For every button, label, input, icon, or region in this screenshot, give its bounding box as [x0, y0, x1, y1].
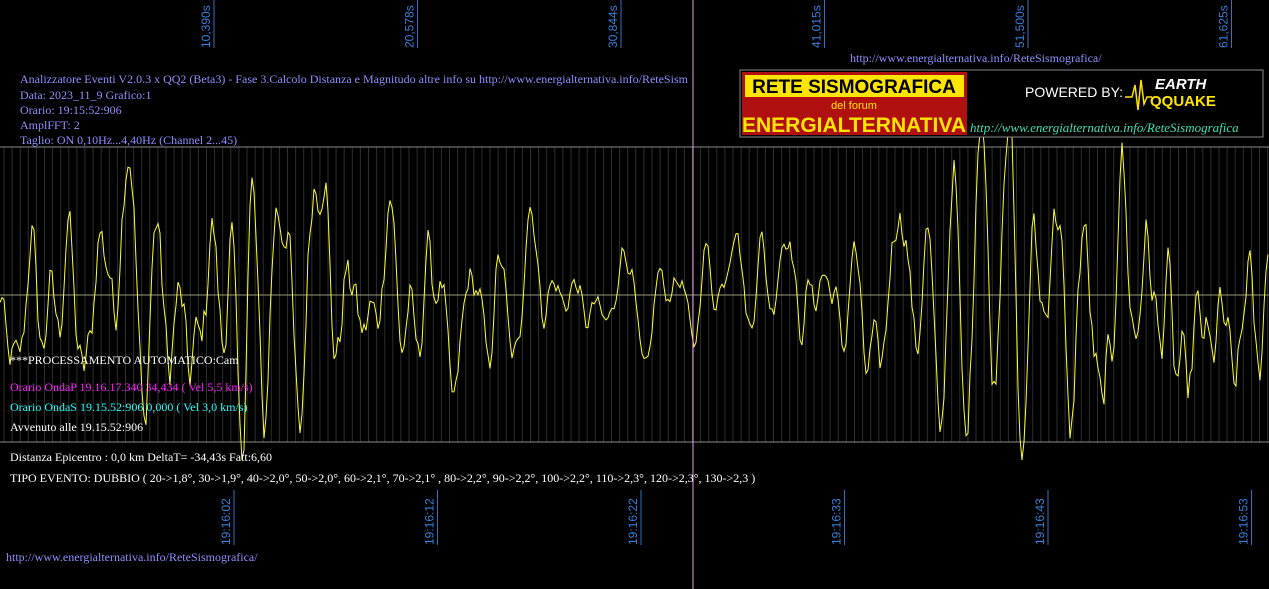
bottom-tick-label: 19:16:43 — [1033, 498, 1047, 545]
logo-seismo-icon — [1125, 79, 1152, 111]
logo-quake: QQUAKE — [1150, 93, 1216, 110]
waveform — [0, 122, 1269, 461]
distanza: Distanza Epicentro : 0,0 km DeltaT= -34,… — [10, 450, 272, 464]
info-line: Taglio: ON 0,10Hz...4,40Hz (Channel 2...… — [20, 133, 237, 147]
info-line: Analizzatore Eventi V2.0.3 x QQ2 (Beta3)… — [20, 72, 689, 86]
top-tick-label: 41,015s — [810, 5, 824, 48]
logo-earth: EARTH — [1155, 76, 1208, 93]
info-line: Data: 2023_11_9 Grafico:1 — [20, 88, 152, 102]
onda-p: Orario OndaP 19.16.17.340 34,434 ( Vel 5… — [10, 380, 253, 394]
top-tick-label: 10,390s — [199, 5, 213, 48]
tipo-evento: TIPO EVENTO: DUBBIO ( 20->1,8°, 30->1,9°… — [10, 471, 755, 485]
top-tick-label: 51,500s — [1013, 5, 1027, 48]
bottom-tick-label: 19:16:53 — [1237, 498, 1251, 545]
onda-s: Orario OndaS 19.15.52:906 0,000 ( Vel 3,… — [10, 400, 247, 414]
logo-title: RETE SISMOGRAFICA — [752, 77, 956, 98]
bottom-tick-label: 19:16:22 — [626, 498, 640, 545]
top-tick-label: 20,578s — [403, 5, 417, 48]
bottom-tick-label: 19:16:12 — [423, 498, 437, 545]
top-tick-label: 30,844s — [606, 5, 620, 48]
bottom-tick-label: 19:16:02 — [219, 498, 233, 545]
logo-yellow — [745, 75, 964, 97]
logo-powered: POWERED BY: — [1025, 84, 1123, 100]
processing-header: ***PROCESSAMENTO AUTOMATICO:Cam — [10, 353, 239, 367]
top-tick-label: 61,625s — [1217, 5, 1231, 48]
avvenuto: Avvenuto alle 19.15.52:906 — [10, 420, 143, 434]
footer-url: http://www.energialternativa.info/ReteSi… — [6, 550, 258, 564]
logo-forum: del forum — [831, 100, 877, 112]
logo-name: ENERGIALTERNATIVA — [742, 114, 966, 137]
bottom-tick-label: 19:16:33 — [830, 498, 844, 545]
top-url: http://www.energialternativa.info/ReteSi… — [850, 51, 1102, 65]
logo: RETE SISMOGRAFICA del forum ENERGIALTERN… — [739, 69, 1264, 138]
info-line: AmplFFT: 2 — [20, 118, 80, 132]
logo-url: http://www.energialternativa.info/ReteSi… — [970, 120, 1239, 135]
ticks: 10,390s 20,578s 30,844s 41,015s 51,500s 61,62… — [199, 0, 1252, 545]
info-line: Orario: 19:15:52:906 — [20, 103, 122, 117]
